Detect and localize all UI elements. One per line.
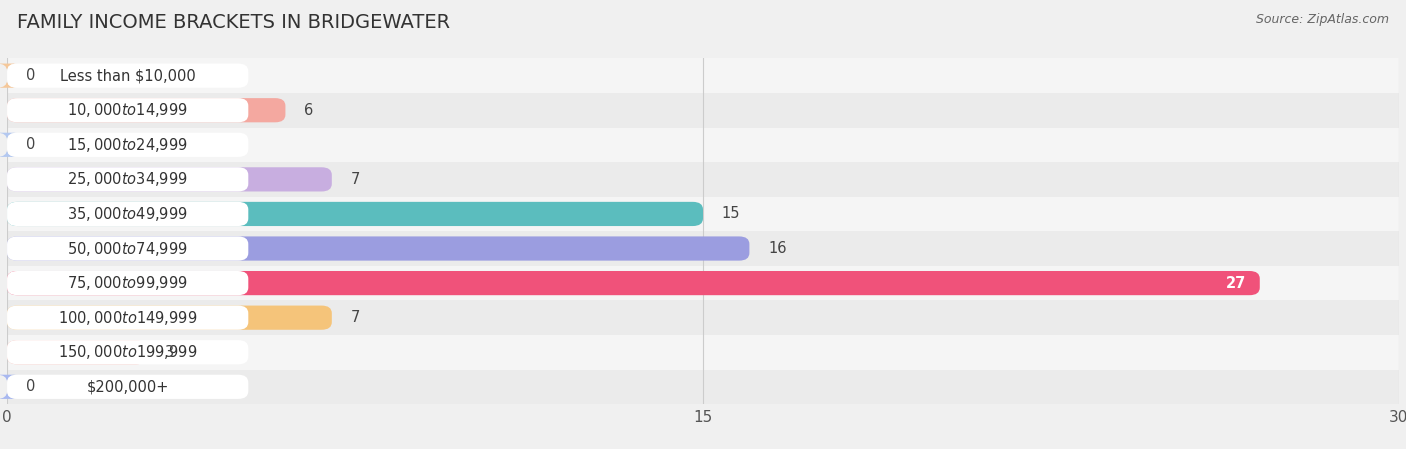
Text: $100,000 to $149,999: $100,000 to $149,999 [58, 308, 197, 327]
Text: $200,000+: $200,000+ [87, 379, 169, 394]
Text: 0: 0 [25, 379, 35, 394]
FancyBboxPatch shape [7, 93, 1399, 128]
Text: 0: 0 [25, 137, 35, 152]
Text: 16: 16 [768, 241, 786, 256]
Text: FAMILY INCOME BRACKETS IN BRIDGEWATER: FAMILY INCOME BRACKETS IN BRIDGEWATER [17, 13, 450, 32]
Text: $50,000 to $74,999: $50,000 to $74,999 [67, 239, 188, 258]
Text: $150,000 to $199,999: $150,000 to $199,999 [58, 343, 197, 361]
FancyBboxPatch shape [7, 375, 249, 399]
FancyBboxPatch shape [7, 98, 249, 122]
FancyBboxPatch shape [0, 133, 17, 157]
FancyBboxPatch shape [7, 340, 146, 364]
FancyBboxPatch shape [7, 306, 332, 330]
FancyBboxPatch shape [7, 340, 249, 364]
FancyBboxPatch shape [0, 64, 17, 88]
FancyBboxPatch shape [7, 237, 249, 260]
FancyBboxPatch shape [7, 231, 1399, 266]
FancyBboxPatch shape [7, 167, 249, 191]
Text: $25,000 to $34,999: $25,000 to $34,999 [67, 170, 188, 189]
Text: 7: 7 [350, 172, 360, 187]
Text: 15: 15 [721, 207, 740, 221]
Text: Less than $10,000: Less than $10,000 [60, 68, 195, 83]
Text: 0: 0 [25, 68, 35, 83]
Text: 6: 6 [304, 103, 314, 118]
Text: Source: ZipAtlas.com: Source: ZipAtlas.com [1256, 13, 1389, 26]
FancyBboxPatch shape [7, 271, 249, 295]
FancyBboxPatch shape [7, 370, 1399, 404]
FancyBboxPatch shape [7, 64, 249, 88]
FancyBboxPatch shape [7, 167, 332, 191]
Text: $15,000 to $24,999: $15,000 to $24,999 [67, 136, 188, 154]
Text: $35,000 to $49,999: $35,000 to $49,999 [67, 205, 188, 223]
FancyBboxPatch shape [0, 375, 17, 399]
FancyBboxPatch shape [7, 202, 703, 226]
FancyBboxPatch shape [7, 58, 1399, 93]
FancyBboxPatch shape [7, 237, 749, 260]
FancyBboxPatch shape [7, 197, 1399, 231]
FancyBboxPatch shape [7, 335, 1399, 370]
FancyBboxPatch shape [7, 271, 1260, 295]
FancyBboxPatch shape [7, 128, 1399, 162]
FancyBboxPatch shape [7, 162, 1399, 197]
FancyBboxPatch shape [7, 266, 1399, 300]
FancyBboxPatch shape [7, 300, 1399, 335]
FancyBboxPatch shape [7, 98, 285, 122]
Text: 7: 7 [350, 310, 360, 325]
FancyBboxPatch shape [7, 133, 249, 157]
Text: $10,000 to $14,999: $10,000 to $14,999 [67, 101, 188, 119]
FancyBboxPatch shape [7, 306, 249, 330]
Text: 3: 3 [165, 345, 174, 360]
Text: $75,000 to $99,999: $75,000 to $99,999 [67, 274, 188, 292]
FancyBboxPatch shape [7, 202, 249, 226]
Text: 27: 27 [1226, 276, 1246, 291]
